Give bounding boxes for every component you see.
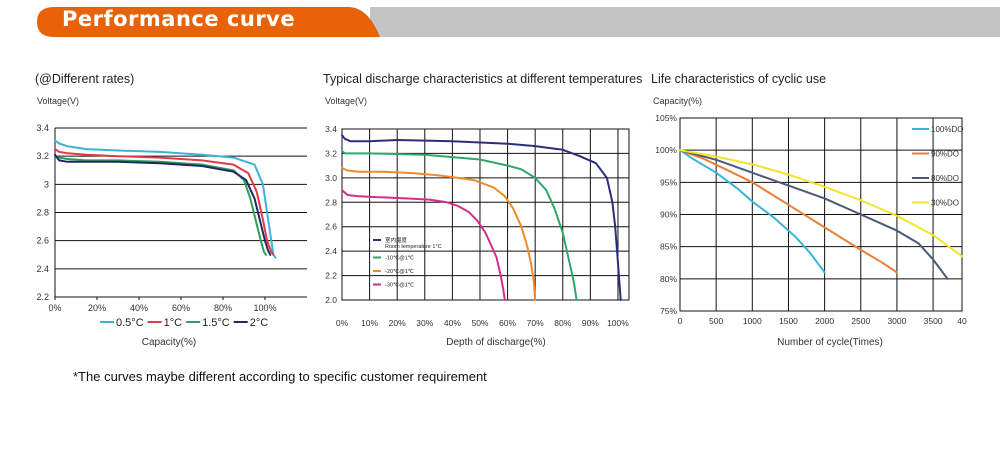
x-tick-label: 40 — [957, 316, 967, 326]
y-tick-label: 95% — [660, 177, 677, 187]
y-tick-label: 90% — [660, 210, 677, 220]
y-tick-label: 3.4 — [325, 124, 337, 134]
legend-label: 100%DO — [931, 125, 963, 134]
series-line-1 — [54, 148, 275, 256]
y-tick-label: 3.2 — [36, 151, 49, 161]
legend-label: 1°C — [164, 317, 183, 329]
legend-label: 室内温度 — [385, 236, 408, 244]
y-tick-label: 80% — [660, 274, 677, 284]
y-tick-label: 2.8 — [36, 208, 49, 218]
y-axis-label: Voltage(V) — [37, 96, 79, 106]
x-tick-label: 50% — [471, 318, 488, 328]
x-tick-label: 80% — [214, 303, 232, 313]
legend-label: -20℃@1℃ — [385, 269, 415, 275]
x-tick-label: 60% — [499, 318, 516, 328]
banner-shape — [37, 7, 1000, 37]
series-line-2 — [679, 149, 949, 280]
series-line-2 — [341, 167, 537, 301]
x-tick-label: 60% — [172, 303, 190, 313]
y-tick-label: 3.2 — [325, 148, 337, 158]
x-tick-label: 100% — [253, 303, 276, 313]
y-tick-label: 85% — [660, 242, 677, 252]
series-line-3 — [54, 153, 272, 256]
x-tick-label: 20% — [389, 318, 406, 328]
x-tick-label: 500 — [709, 316, 723, 326]
legend-label: -30℃@1℃ — [385, 283, 415, 289]
x-tick-label: 10% — [361, 318, 378, 328]
series-line-0 — [54, 139, 277, 259]
legend-label: 2°C — [250, 317, 269, 329]
y-tick-label: 100% — [655, 145, 677, 155]
page-title: Performance curve — [62, 7, 296, 31]
x-tick-label: 0% — [48, 303, 61, 313]
y-tick-label: 2.2 — [36, 292, 49, 302]
chart-temperature-discharge: Typical discharge characteristics at dif… — [323, 72, 642, 348]
x-tick-label: 70% — [527, 318, 544, 328]
x-tick-label: 40% — [444, 318, 461, 328]
x-tick-label: 40% — [130, 303, 148, 313]
y-tick-label: 2.8 — [325, 197, 337, 207]
legend-sublabel: Room temperature 1°C — [385, 244, 442, 250]
legend-label: 90%DO — [931, 150, 959, 159]
y-tick-label: 2.4 — [325, 246, 337, 256]
chart-title: Typical discharge characteristics at dif… — [323, 72, 642, 86]
x-tick-label: 20% — [88, 303, 106, 313]
series-line-2 — [54, 155, 268, 256]
chart-cycle-life: Life characteristics of cyclic use Capaci… — [651, 72, 967, 348]
x-tick-label: 3000 — [887, 316, 906, 326]
legend-label: 80%DO — [931, 174, 959, 183]
y-tick-label: 3.0 — [325, 173, 337, 183]
x-tick-label: 30% — [416, 318, 433, 328]
series-line-3 — [679, 149, 963, 258]
chart-title: Life characteristics of cyclic use — [651, 72, 826, 86]
legend-label: 30%DO — [931, 199, 959, 208]
header-banner: Performance curve — [0, 0, 1000, 37]
y-tick-label: 2.6 — [36, 236, 49, 246]
banner-gray-bar — [370, 7, 1000, 37]
x-tick-label: 3500 — [924, 316, 943, 326]
y-axis-label: Capacity(%) — [653, 96, 702, 106]
series-line-3 — [341, 189, 506, 301]
x-tick-label: 0% — [336, 318, 349, 328]
y-tick-label: 3.4 — [36, 123, 49, 133]
legend-label: 1.5°C — [202, 317, 230, 329]
y-tick-label: 2.6 — [325, 222, 337, 232]
series-line-0 — [679, 149, 826, 274]
y-axis-label: Voltage(V) — [325, 96, 367, 106]
x-tick-label: 90% — [582, 318, 599, 328]
x-tick-label: 2500 — [851, 316, 870, 326]
series-line-1 — [679, 149, 898, 274]
y-tick-label: 105% — [655, 113, 677, 123]
x-tick-label: 0 — [678, 316, 683, 326]
chart-title: (@Different rates) — [35, 72, 134, 86]
x-tick-label: 80% — [554, 318, 571, 328]
y-tick-label: 3 — [44, 179, 49, 189]
footnote: *The curves maybe different according to… — [73, 369, 487, 384]
x-axis-label: Depth of discharge(%) — [446, 337, 546, 348]
y-tick-label: 75% — [660, 306, 677, 316]
x-tick-label: 2000 — [815, 316, 834, 326]
legend-label: 0.5°C — [116, 317, 144, 329]
y-tick-label: 2.0 — [325, 295, 337, 305]
y-tick-label: 2.2 — [325, 271, 337, 281]
legend-label: -10℃@1℃ — [385, 256, 415, 262]
series-line-0 — [341, 134, 622, 301]
x-tick-label: 1500 — [779, 316, 798, 326]
series-line-1 — [341, 150, 578, 301]
x-tick-label: 100% — [607, 318, 629, 328]
y-tick-label: 2.4 — [36, 264, 49, 274]
banner-orange-tab — [37, 7, 380, 37]
chart-different-rates: (@Different rates) Voltage(V) Capacity(%) 2… — [35, 72, 307, 348]
x-axis-label: Capacity(%) — [142, 337, 196, 348]
x-axis-label: Number of cycle(Times) — [777, 337, 883, 348]
x-tick-label: 1000 — [743, 316, 762, 326]
